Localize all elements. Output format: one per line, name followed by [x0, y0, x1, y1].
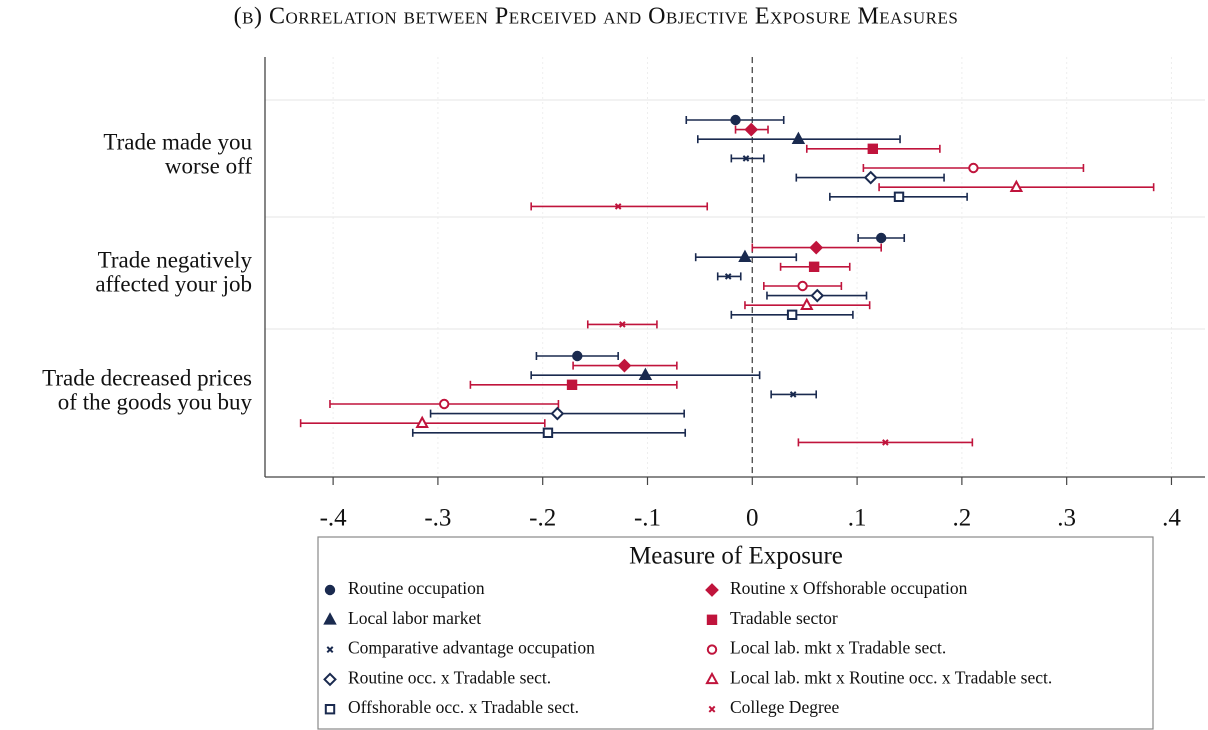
x-tick-label: .4 — [1162, 505, 1181, 532]
legend-marker — [324, 704, 336, 715]
legend-label: Local lab. mkt x Routine occ. x Tradable… — [730, 667, 1052, 687]
x-tick-label: 0 — [746, 505, 759, 532]
point — [742, 155, 750, 162]
legend-marker — [706, 614, 718, 625]
point — [619, 321, 626, 328]
chart-title: (b) Correlation between Perceived and Ob… — [234, 4, 959, 30]
point — [789, 391, 797, 398]
legend-marker — [323, 612, 337, 625]
legend-label: Routine occupation — [348, 578, 485, 598]
legend-box — [317, 536, 1154, 730]
point — [893, 191, 905, 203]
point — [1009, 179, 1024, 192]
point — [808, 261, 820, 273]
point — [617, 358, 632, 373]
legend-label: Tradable sector — [730, 608, 838, 628]
point — [797, 280, 808, 292]
point — [791, 131, 806, 144]
legend-marker — [323, 672, 337, 687]
point — [638, 367, 653, 380]
x-tick-label: .2 — [953, 505, 972, 532]
point — [572, 350, 583, 362]
point — [867, 143, 879, 155]
legend-label: Local labor market — [348, 608, 481, 628]
x-tick-label: -.3 — [424, 505, 451, 532]
x-tick-label: -.1 — [634, 505, 661, 532]
point — [800, 297, 814, 310]
legend-marker — [705, 583, 719, 597]
point — [550, 406, 565, 421]
legend-label: Comparative advantage occupation — [348, 638, 595, 658]
point — [738, 249, 752, 262]
point — [744, 122, 759, 137]
legend-label: Local lab. mkt x Tradable sect. — [730, 638, 946, 658]
y-category-label: Trade negatively — [98, 247, 253, 272]
legend-label: Offshorable occ. x Tradable sect. — [348, 697, 579, 717]
x-tick-label: -.4 — [320, 505, 348, 532]
y-category-label: worse off — [165, 153, 252, 178]
legend-label: College Degree — [730, 697, 840, 717]
legend-marker — [706, 644, 718, 655]
x-tick-label: .1 — [848, 505, 867, 532]
legend-label: Routine occ. x Tradable sect. — [348, 667, 551, 687]
point — [730, 114, 741, 126]
x-tick-label: .3 — [1057, 505, 1076, 532]
point — [614, 203, 622, 210]
point — [809, 240, 824, 255]
y-category-label: Trade decreased prices — [42, 365, 252, 390]
point — [875, 232, 887, 244]
y-category-label: of the goods you buy — [58, 389, 253, 414]
point — [810, 288, 825, 303]
point — [968, 162, 979, 174]
legend-label: Routine x Offshorable occupation — [730, 578, 968, 598]
point — [415, 415, 429, 428]
point — [566, 379, 578, 391]
point — [863, 170, 878, 185]
legend-marker — [705, 671, 719, 685]
x-tick-label: -.2 — [529, 505, 556, 532]
point — [542, 427, 554, 439]
point — [882, 439, 889, 446]
point — [438, 398, 450, 410]
legend-marker — [708, 705, 716, 713]
legend-marker — [324, 584, 336, 596]
point — [724, 273, 732, 280]
legend-title: Measure of Exposure — [629, 543, 843, 570]
point — [786, 309, 798, 321]
y-category-label: affected your job — [95, 271, 252, 296]
legend-marker — [326, 646, 334, 654]
y-category-label: Trade made you — [103, 129, 252, 154]
